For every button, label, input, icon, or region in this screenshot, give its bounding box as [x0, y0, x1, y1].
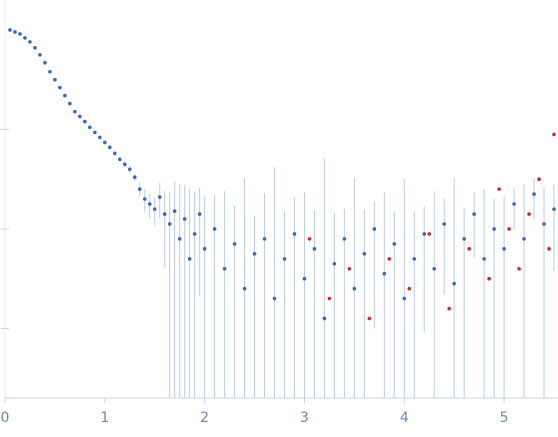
data-point [327, 296, 332, 301]
data-point [93, 130, 97, 135]
data-point [542, 222, 546, 226]
data-point [147, 202, 152, 206]
data-point [467, 247, 471, 251]
data-point [432, 266, 437, 271]
data-point [362, 252, 367, 256]
data-point [547, 247, 551, 251]
data-point [552, 132, 556, 137]
data-point [427, 232, 432, 236]
data-point [352, 286, 357, 291]
data-point [517, 266, 521, 271]
data-point [552, 207, 556, 211]
data-point [182, 217, 187, 221]
data-point [108, 145, 112, 150]
data-point [497, 187, 501, 191]
data-point [13, 30, 17, 34]
data-point [38, 53, 42, 57]
data-point [202, 247, 207, 251]
data-point [83, 119, 87, 124]
data-point [347, 266, 352, 271]
data-point [402, 296, 407, 301]
data-point [177, 237, 182, 241]
x-tick-label: 4 [400, 410, 409, 426]
data-point [282, 257, 287, 261]
data-point [43, 60, 47, 65]
data-point [28, 40, 32, 44]
data-point [392, 242, 397, 246]
x-tick-label: 0 [1, 410, 10, 426]
x-tick-label: 1 [100, 410, 109, 426]
data-point [442, 222, 447, 226]
data-point [307, 237, 312, 241]
data-point [222, 266, 227, 271]
data-point [8, 28, 12, 32]
data-point [167, 222, 172, 226]
data-point [502, 247, 506, 251]
data-point [382, 271, 387, 276]
data-point [272, 296, 277, 301]
data-point [342, 237, 347, 241]
data-point [512, 202, 516, 206]
data-point [117, 157, 122, 162]
data-point [462, 237, 466, 241]
data-point [157, 195, 162, 199]
data-point [142, 197, 147, 201]
data-point [127, 167, 132, 172]
data-point [172, 209, 177, 213]
data-point [407, 286, 412, 291]
data-point [58, 85, 62, 90]
data-point [302, 276, 307, 281]
data-point [252, 252, 257, 256]
data-point [232, 242, 237, 246]
data-point [197, 212, 202, 216]
data-point [187, 257, 192, 261]
data-point [162, 212, 167, 216]
data-point [532, 192, 536, 196]
data-point [412, 257, 417, 261]
data-point [78, 114, 82, 119]
data-point [18, 32, 22, 36]
data-point [53, 77, 57, 82]
data-point [212, 227, 217, 231]
data-point [367, 316, 372, 321]
data-point [262, 237, 267, 241]
data-point [422, 232, 427, 236]
data-point [537, 177, 541, 182]
data-point [447, 306, 451, 311]
data-point [33, 46, 37, 50]
x-tick-label: 5 [500, 410, 509, 426]
data-point [48, 69, 52, 74]
data-point [527, 212, 531, 216]
data-point [242, 286, 247, 291]
data-point [152, 207, 157, 211]
data-point [137, 187, 142, 191]
data-point [482, 257, 486, 261]
x-tick-label: 2 [200, 410, 209, 426]
data-point [322, 316, 327, 321]
data-point [63, 93, 67, 98]
x-tick-label: 3 [300, 410, 309, 426]
data-point [487, 276, 491, 281]
data-point [113, 151, 117, 156]
data-point [98, 135, 102, 140]
data-point [122, 162, 127, 167]
data-point [132, 175, 137, 180]
data-point [312, 247, 317, 251]
data-point [103, 140, 107, 145]
data-point [73, 109, 77, 114]
data-point [192, 232, 197, 236]
data-point [372, 227, 377, 231]
data-point [88, 125, 92, 130]
data-point [23, 36, 27, 40]
data-point [472, 212, 476, 216]
data-point [68, 101, 72, 106]
data-point [387, 257, 392, 261]
data-point [332, 261, 337, 266]
data-point [507, 227, 511, 231]
data-point [522, 237, 526, 241]
data-point [452, 281, 456, 286]
data-point [492, 227, 496, 231]
data-point [292, 232, 297, 236]
